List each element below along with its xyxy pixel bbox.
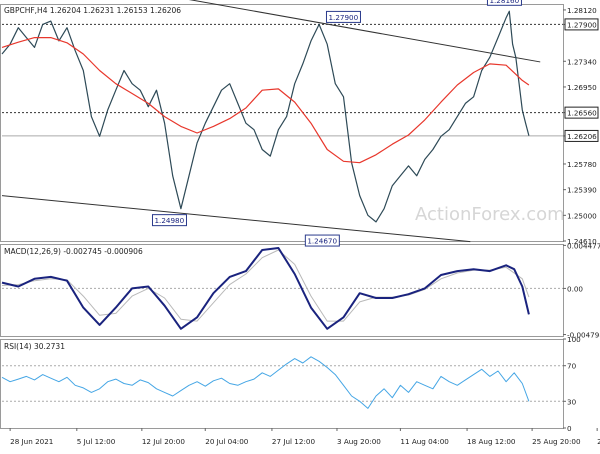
x-tick-label-5: 3 Aug 20:00 (337, 437, 381, 446)
rsi-line (1, 356, 530, 409)
price-y-tick-label-5: 1.26206 (567, 132, 597, 141)
price-annotation-label-3: 1.28160 (489, 0, 519, 5)
trendline-1 (1, 195, 471, 243)
macd-y-tick-label-2: -0.004798 (567, 331, 600, 340)
macd-panel-header: MACD(12,26,9) -0.002745 -0.000906 (4, 247, 143, 256)
trendline-0 (188, 0, 541, 63)
price-y-label-box-5 (564, 129, 599, 142)
x-tick-label-3: 20 Jul 04:00 (205, 437, 249, 446)
price-panel-header: GBPCHF,H4 1.26204 1.26231 1.26153 1.2620… (4, 6, 181, 15)
price-annotation-box-1 (151, 214, 187, 227)
rsi-y-tick-label-3: 0 (567, 424, 572, 433)
price-y-tick-label-8: 1.25000 (567, 211, 597, 220)
macd-signal-line (1, 249, 530, 322)
price-y-tick-label-6: 1.25780 (567, 160, 597, 169)
price-y-tick-label-1: 1.27900 (567, 20, 597, 29)
price-y-tick-label-2: 1.27340 (567, 57, 597, 66)
price-annotation-label-1: 1.24980 (154, 216, 184, 225)
price-y-tick-label-3: 1.26950 (567, 83, 597, 92)
rsi-y-tick-label-1: 70 (567, 362, 577, 371)
macd-line (1, 247, 530, 330)
macd-y-tick-label-0: 0.004477 (567, 241, 600, 250)
price-annotation-box-2 (304, 234, 340, 247)
price-y-tick-label-0: 1.28120 (567, 6, 597, 15)
price-panel-frame (0, 4, 564, 242)
x-tick-label-7: 18 Aug 12:00 (467, 437, 516, 446)
rsi-y-tick-label-0: 100 (567, 335, 581, 344)
rsi-panel-frame (0, 339, 564, 429)
price-annotation-box-0 (325, 10, 361, 23)
watermark: ActionForex.com (415, 204, 565, 225)
x-tick-label-6: 11 Aug 04:00 (400, 437, 449, 446)
rsi-y-tick-label-2: 30 (567, 397, 577, 406)
price-y-tick-label-4: 1.26560 (567, 109, 597, 118)
macd-y-tick-label-1: 0.00 (567, 284, 583, 293)
rsi-panel-header: RSI(14) 30.2731 (4, 342, 65, 351)
price-annotation-box-3 (486, 0, 522, 6)
price-y-tick-label-9: 1.24610 (567, 237, 597, 246)
price-close-line (1, 10, 530, 223)
x-tick-label-1: 5 Jul 12:00 (77, 437, 116, 446)
macd-panel-frame (0, 244, 564, 337)
price-moving-average-line (1, 37, 530, 164)
x-tick-label-9: 2 Sep 04:00 (597, 437, 600, 446)
price-y-label-box-4 (564, 106, 599, 119)
x-tick-label-0: 28 Jun 2021 (10, 437, 53, 446)
x-tick-label-4: 27 Jul 12:00 (272, 437, 316, 446)
price-annotation-label-2: 1.24670 (307, 237, 337, 246)
x-tick-label-8: 25 Aug 20:00 (532, 437, 581, 446)
price-annotation-label-0: 1.27900 (328, 13, 358, 22)
x-tick-label-2: 12 Jul 20:00 (142, 437, 186, 446)
price-y-label-box-1 (564, 18, 599, 31)
price-y-tick-label-7: 1.25390 (567, 186, 597, 195)
